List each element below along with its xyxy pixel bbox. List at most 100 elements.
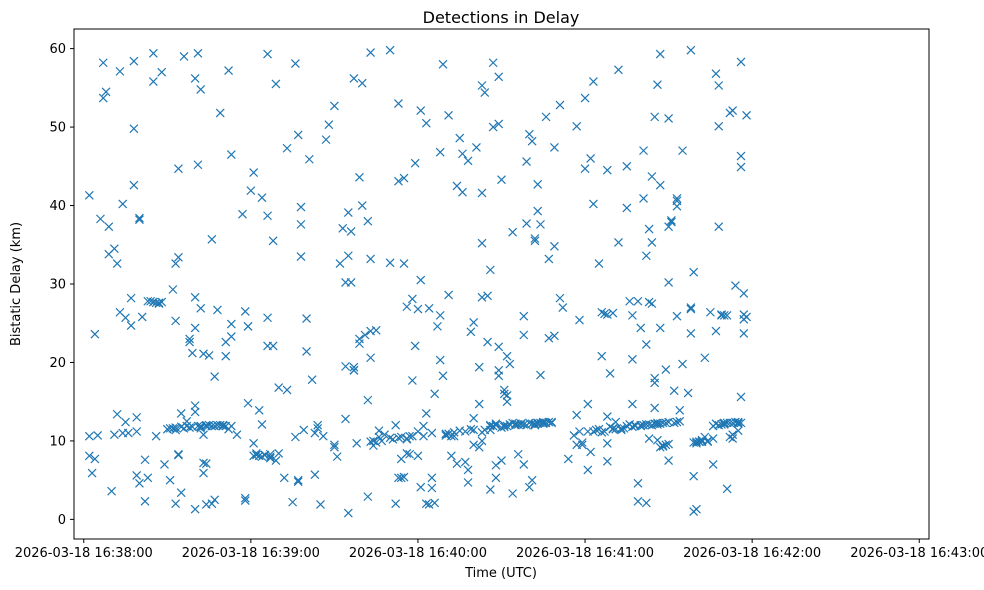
data-point xyxy=(226,319,236,329)
data-point xyxy=(196,84,206,94)
data-point xyxy=(499,389,509,399)
data-point xyxy=(190,74,200,83)
data-point xyxy=(722,310,732,320)
data-point xyxy=(446,431,456,441)
data-point xyxy=(204,350,214,360)
data-point xyxy=(686,45,696,55)
y-axis-label: Bistatic Delay (km) xyxy=(9,222,24,346)
data-point xyxy=(132,412,142,422)
data-point xyxy=(143,473,153,483)
data-point xyxy=(304,154,314,164)
data-point xyxy=(185,337,195,347)
data-point xyxy=(185,423,195,433)
data-point xyxy=(627,399,637,409)
data-point xyxy=(692,438,701,448)
data-point xyxy=(544,254,554,264)
data-point xyxy=(399,259,409,269)
data-point xyxy=(586,447,596,457)
data-point xyxy=(717,420,726,429)
y-tick-label: 20 xyxy=(49,356,66,371)
data-point xyxy=(736,162,746,172)
data-point xyxy=(190,407,200,417)
data-point xyxy=(544,417,554,427)
data-point xyxy=(257,193,267,203)
data-point xyxy=(622,161,632,171)
data-point xyxy=(363,216,373,226)
data-point xyxy=(157,297,167,307)
data-point xyxy=(661,365,671,374)
data-point xyxy=(588,199,598,209)
y-tick-label: 40 xyxy=(49,199,66,214)
data-point xyxy=(739,288,749,298)
data-point xyxy=(449,427,459,437)
data-point xyxy=(477,238,487,248)
data-point xyxy=(600,309,609,319)
data-point xyxy=(251,450,261,460)
data-point xyxy=(591,425,601,435)
data-point xyxy=(446,451,456,461)
data-point xyxy=(588,427,598,436)
x-axis-label: Time (UTC) xyxy=(464,566,537,581)
data-point xyxy=(132,471,142,480)
data-point xyxy=(366,48,376,57)
data-point xyxy=(199,349,208,359)
data-point xyxy=(644,224,654,234)
data-point xyxy=(483,291,492,301)
data-point xyxy=(199,468,208,478)
data-point xyxy=(148,77,158,86)
data-point xyxy=(463,465,473,475)
data-point xyxy=(650,378,660,388)
data-point xyxy=(477,436,487,446)
data-point xyxy=(705,307,715,317)
data-point xyxy=(700,353,710,363)
data-point xyxy=(686,303,696,312)
data-point xyxy=(419,421,428,431)
data-point xyxy=(538,419,548,429)
data-point xyxy=(332,452,342,462)
data-point xyxy=(633,496,643,506)
data-point xyxy=(391,499,401,509)
data-point xyxy=(714,222,724,232)
data-point xyxy=(722,484,732,494)
data-point xyxy=(341,414,350,424)
data-point xyxy=(249,438,259,448)
data-point xyxy=(636,323,646,333)
data-point xyxy=(371,438,381,447)
data-point xyxy=(519,460,529,469)
data-point xyxy=(477,188,487,198)
data-point xyxy=(290,432,300,442)
data-point xyxy=(460,427,470,436)
data-point xyxy=(502,397,512,407)
data-point xyxy=(675,405,685,415)
data-point xyxy=(374,432,384,442)
y-tick-label: 0 xyxy=(58,513,66,528)
data-point xyxy=(502,351,512,361)
data-point xyxy=(616,425,626,435)
data-point xyxy=(480,88,490,97)
data-point xyxy=(575,315,584,325)
data-point xyxy=(452,459,462,469)
data-point xyxy=(324,120,334,130)
data-point xyxy=(460,457,470,467)
data-point xyxy=(522,157,531,167)
data-point xyxy=(368,436,378,446)
data-point xyxy=(316,500,325,509)
data-point xyxy=(374,426,384,436)
data-point xyxy=(472,143,481,152)
data-point xyxy=(458,149,467,159)
data-point xyxy=(399,472,409,482)
data-point xyxy=(728,106,738,116)
data-point xyxy=(488,122,498,132)
data-point xyxy=(605,369,615,378)
data-point xyxy=(263,49,272,59)
data-point xyxy=(650,373,660,383)
data-point xyxy=(371,325,381,335)
data-point xyxy=(410,158,420,168)
data-point xyxy=(416,106,426,116)
data-point xyxy=(719,420,729,429)
data-point xyxy=(669,418,679,428)
data-point xyxy=(655,49,665,59)
data-point xyxy=(193,160,203,170)
data-point xyxy=(597,307,607,317)
data-point xyxy=(421,118,431,128)
